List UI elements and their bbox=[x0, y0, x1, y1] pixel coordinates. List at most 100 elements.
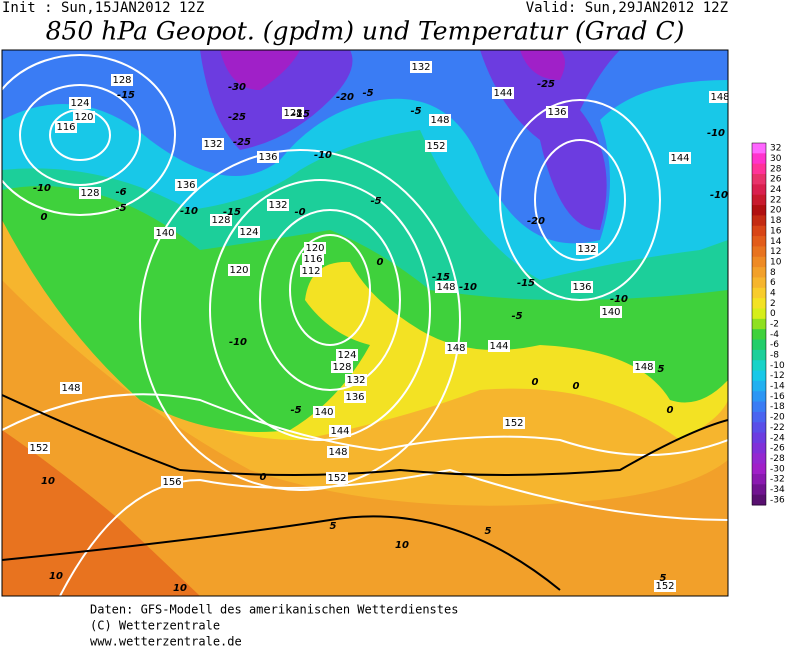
label-box bbox=[300, 265, 322, 277]
legend-swatch bbox=[752, 370, 766, 382]
temperature-label: -15 bbox=[517, 278, 535, 289]
temperature-label: 5 bbox=[658, 364, 665, 375]
legend-label: 2 bbox=[770, 299, 776, 309]
temperature-label: -10 bbox=[33, 183, 51, 194]
geopotential-label: 152 bbox=[504, 418, 523, 429]
temperature-label: 0 bbox=[573, 381, 580, 392]
legend-label: -28 bbox=[770, 454, 785, 464]
legend-swatch bbox=[752, 473, 766, 485]
legend-swatch bbox=[752, 484, 766, 496]
temperature-label: -25 bbox=[233, 137, 251, 148]
geopotential-label: 124 bbox=[239, 227, 258, 238]
label-box bbox=[60, 382, 82, 394]
geopotential-label: 136 bbox=[345, 392, 364, 403]
temperature-label: -5 bbox=[410, 106, 421, 117]
label-box bbox=[154, 227, 176, 239]
legend-swatch bbox=[752, 153, 766, 165]
geopotential-label: 120 bbox=[305, 243, 324, 254]
legend-label: -10 bbox=[770, 361, 785, 371]
label-box bbox=[503, 417, 525, 429]
legend-label: 0 bbox=[770, 309, 776, 319]
label-box bbox=[576, 243, 598, 255]
legend-label: 22 bbox=[770, 195, 781, 205]
label-box bbox=[55, 121, 77, 133]
temperature-label: -30 bbox=[228, 82, 246, 93]
label-box bbox=[282, 107, 304, 119]
geopotential-label: 144 bbox=[330, 426, 349, 437]
label-box bbox=[111, 74, 133, 86]
temperature-label: 0 bbox=[260, 472, 267, 483]
legend-swatch bbox=[752, 267, 766, 278]
label-box bbox=[410, 61, 432, 73]
temperature-label: -5 bbox=[362, 88, 373, 99]
geopotential-label: 120 bbox=[229, 265, 248, 276]
temperature-label: 10 bbox=[173, 583, 187, 594]
legend-swatch bbox=[752, 463, 766, 475]
geopotential-label: 112 bbox=[301, 266, 320, 277]
label-box bbox=[202, 138, 224, 150]
label-box bbox=[327, 446, 349, 458]
label-box bbox=[329, 425, 351, 437]
legend-swatch bbox=[752, 360, 766, 372]
temperature-label: -25 bbox=[537, 79, 555, 90]
legend-label: 26 bbox=[770, 175, 782, 185]
geopotential-label: 152 bbox=[29, 443, 48, 454]
temperature-label: 10 bbox=[49, 571, 63, 582]
legend-label: -26 bbox=[770, 444, 785, 454]
geopotential-label: 148 bbox=[710, 92, 729, 103]
legend-label: 14 bbox=[770, 237, 782, 247]
legend-swatch bbox=[752, 432, 766, 444]
label-box bbox=[257, 151, 279, 163]
legend-swatch bbox=[752, 453, 766, 465]
temperature-label: -10 bbox=[180, 206, 198, 217]
temperature-label: -10 bbox=[314, 150, 332, 161]
geopotential-label: 148 bbox=[61, 383, 80, 394]
legend-label: -24 bbox=[770, 433, 785, 443]
label-box bbox=[571, 281, 593, 293]
legend-label: -22 bbox=[770, 423, 785, 433]
label-box bbox=[326, 472, 348, 484]
temperature-label: -10 bbox=[707, 128, 725, 139]
legend-swatch bbox=[752, 391, 766, 403]
label-box bbox=[445, 342, 467, 354]
legend-label: -14 bbox=[770, 382, 785, 392]
cold-core bbox=[200, 50, 620, 230]
legend-swatch bbox=[752, 401, 766, 413]
legend-label: 32 bbox=[770, 144, 781, 154]
geopotential-label: 132 bbox=[346, 375, 365, 386]
label-box bbox=[238, 226, 260, 238]
legend-swatch bbox=[752, 174, 766, 185]
legend-label: 20 bbox=[770, 206, 782, 216]
label-box bbox=[336, 349, 358, 361]
legend-swatch bbox=[752, 318, 766, 330]
geopotential-label: 128 bbox=[332, 362, 351, 373]
legend-label: -32 bbox=[770, 475, 785, 485]
legend-label: 18 bbox=[770, 216, 782, 226]
legend-swatch bbox=[752, 256, 766, 268]
legend-swatch bbox=[752, 422, 766, 434]
label-box bbox=[210, 214, 232, 226]
temperature-label: -5 bbox=[370, 196, 381, 207]
legend-swatch bbox=[752, 163, 766, 175]
legend-label: -4 bbox=[770, 330, 779, 340]
temperature-label: -0 bbox=[294, 207, 305, 218]
label-box bbox=[425, 140, 447, 152]
legend-label: -34 bbox=[770, 485, 785, 495]
zero-isotherm bbox=[2, 394, 728, 591]
geopotential-label: 156 bbox=[162, 477, 181, 488]
legend-label: 4 bbox=[770, 288, 776, 298]
label-box bbox=[175, 179, 197, 191]
geopotential-label: 116 bbox=[56, 122, 75, 133]
temperature-label: 0 bbox=[667, 405, 674, 416]
legend-frame bbox=[751, 142, 767, 506]
geopotential-label: 140 bbox=[155, 228, 174, 239]
footer-line: www.wetterzentrale.de bbox=[90, 635, 242, 649]
label-box bbox=[654, 580, 676, 592]
legend-label: 24 bbox=[770, 185, 782, 195]
geopotential-label: 132 bbox=[268, 200, 287, 211]
legend-label: -2 bbox=[770, 320, 779, 330]
label-box bbox=[492, 87, 514, 99]
label-box bbox=[313, 406, 335, 418]
temperature-label: -6 bbox=[115, 187, 126, 198]
label-box bbox=[709, 91, 728, 103]
